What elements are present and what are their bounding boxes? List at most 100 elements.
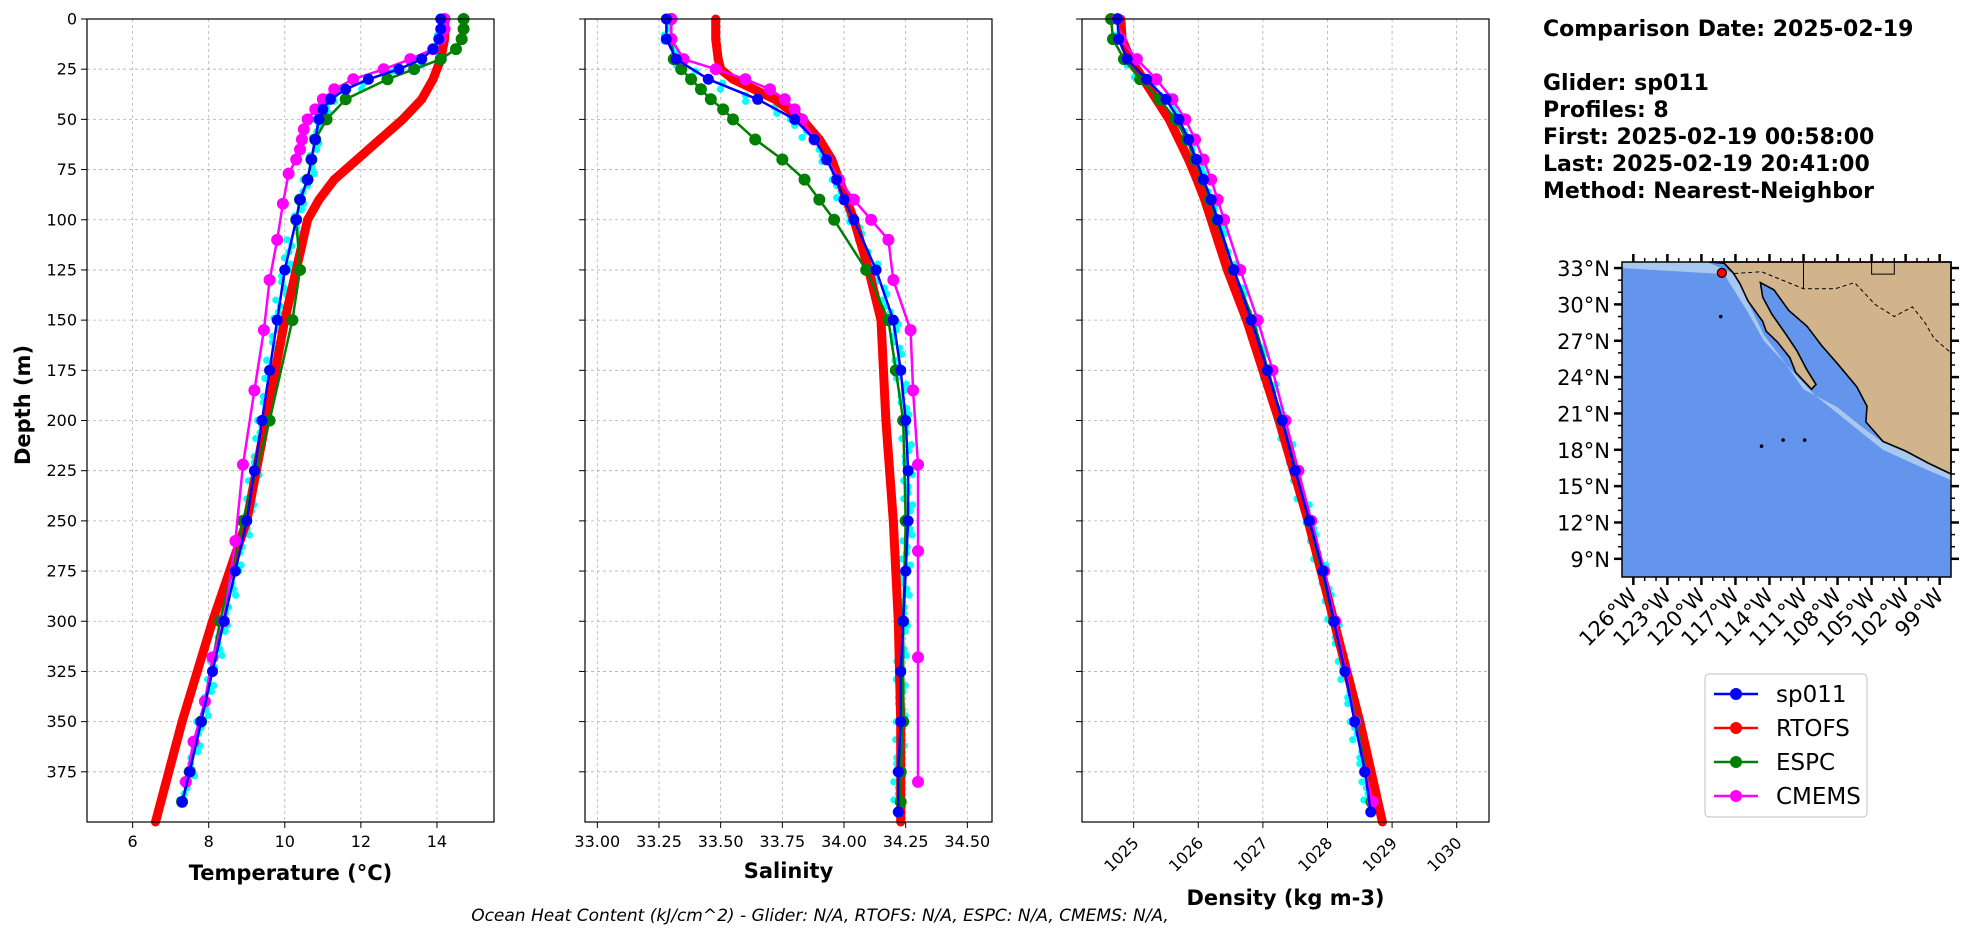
legend-label-sp011: sp011 xyxy=(1776,682,1846,708)
series-cmems xyxy=(1111,13,1379,808)
data-point-cmems xyxy=(788,103,801,116)
data-point-espc xyxy=(813,193,826,206)
data-point-espc xyxy=(685,73,698,86)
data-point-sp011 xyxy=(294,194,306,206)
data-point-espc xyxy=(286,314,299,327)
island xyxy=(1759,444,1764,448)
data-point-sp011 xyxy=(248,465,260,477)
data-point-sp011 xyxy=(1113,33,1125,45)
data-point-espc xyxy=(694,83,707,96)
depth-axis-label: Depth (m) xyxy=(11,345,35,465)
data-point-sp011 xyxy=(433,33,445,45)
series-espc xyxy=(665,13,912,808)
series-sp011 xyxy=(1112,13,1377,818)
glider-raw-point xyxy=(204,712,212,720)
info-line: Profiles: 8 xyxy=(1543,98,1669,123)
data-point-sp011 xyxy=(195,716,207,728)
x-axis-label: Density (kg m-3) xyxy=(1186,886,1384,910)
data-point-cmems xyxy=(301,113,314,126)
map-lat-label: 15°N xyxy=(1557,475,1610,499)
data-point-cmems xyxy=(271,233,284,246)
x-tick-label: 1030 xyxy=(1423,833,1465,875)
data-point-sp011 xyxy=(902,515,914,527)
data-point-sp011 xyxy=(241,515,253,527)
data-point-cmems xyxy=(904,324,917,337)
glider-raw-point xyxy=(310,169,318,178)
data-point-sp011 xyxy=(808,133,820,145)
y-tick-label: 375 xyxy=(46,762,77,781)
data-point-sp011 xyxy=(1228,264,1240,276)
data-point-sp011 xyxy=(1160,93,1172,105)
map-lat-label: 27°N xyxy=(1557,330,1610,354)
glider-location-marker xyxy=(1716,267,1727,279)
series-espc xyxy=(1105,13,1378,808)
glider-raw-point xyxy=(218,651,226,659)
data-point-cmems xyxy=(912,458,924,471)
legend-label-espc: ESPC xyxy=(1776,750,1835,776)
series-line-sp011 xyxy=(665,19,910,812)
glider-raw-point xyxy=(272,296,280,304)
data-point-sp011 xyxy=(256,415,268,426)
x-tick-label: 33.50 xyxy=(698,832,744,851)
series-sp011 xyxy=(176,13,447,808)
data-point-cmems xyxy=(912,775,924,788)
data-point-sp011 xyxy=(302,174,314,186)
data-point-sp011 xyxy=(670,53,682,65)
x-tick-label: 33.25 xyxy=(636,832,682,851)
data-point-sp011 xyxy=(1205,194,1217,206)
data-point-espc xyxy=(704,93,717,106)
profile-panel-3: 1025 1026 1027 1028 1029 1030 Density (kg m-3) xyxy=(1076,13,1490,910)
data-point-cmems xyxy=(290,153,303,166)
state-line xyxy=(1871,262,1895,275)
legend-label-cmems: CMEMS xyxy=(1776,784,1861,810)
glider-raw-point xyxy=(261,374,269,382)
data-point-sp011 xyxy=(1349,716,1361,728)
legend-marker-espc xyxy=(1730,756,1742,768)
data-point-cmems xyxy=(294,143,307,156)
data-point-sp011 xyxy=(324,93,336,105)
glider-raw-point xyxy=(1349,736,1357,744)
data-point-espc xyxy=(727,113,739,126)
data-point-sp011 xyxy=(1212,214,1224,226)
data-point-rtofs xyxy=(177,717,187,727)
data-point-sp011 xyxy=(1365,806,1377,818)
map-lat-label: 24°N xyxy=(1557,366,1610,390)
map-lat-label: 21°N xyxy=(1557,402,1610,426)
data-point-rtofs xyxy=(713,54,723,64)
info-block: Comparison Date: 2025-02-19 Glider: sp011… xyxy=(1543,17,1913,204)
y-tick-label: 200 xyxy=(46,411,77,430)
data-point-espc xyxy=(457,23,470,36)
data-point-cmems xyxy=(882,233,895,246)
glider-raw-point xyxy=(210,681,218,690)
glider-raw-point xyxy=(798,133,806,142)
glider-raw-point xyxy=(716,85,724,93)
data-point-cmems xyxy=(295,133,308,146)
y-tick-label: 275 xyxy=(46,562,77,581)
glider-raw-point xyxy=(237,561,245,569)
data-point-sp011 xyxy=(393,63,405,75)
glider-raw-point xyxy=(898,350,906,358)
data-point-cmems xyxy=(1205,173,1218,186)
data-point-sp011 xyxy=(309,133,321,145)
data-point-cmems xyxy=(887,273,900,286)
data-point-cmems xyxy=(347,73,360,86)
glider-raw-point xyxy=(1337,675,1345,684)
x-axis-label: Temperature (°C) xyxy=(189,861,392,885)
data-point-sp011 xyxy=(317,103,329,115)
x-tick-label: 1025 xyxy=(1100,833,1142,875)
y-tick-label: 75 xyxy=(57,160,77,179)
data-point-sp011 xyxy=(427,43,439,55)
glider-raw-point xyxy=(907,440,915,449)
data-point-sp011 xyxy=(279,264,291,276)
map-lat-label: 30°N xyxy=(1557,293,1610,317)
x-tick-label: 34.25 xyxy=(883,832,929,851)
data-point-sp011 xyxy=(271,314,283,326)
info-line: First: 2025-02-19 00:58:00 xyxy=(1543,125,1874,150)
glider-raw-point xyxy=(890,778,898,786)
data-point-sp011 xyxy=(218,615,230,627)
data-point-sp011 xyxy=(892,766,904,778)
ohc-footer: Ocean Heat Content (kJ/cm^2) - Glider: N… xyxy=(471,906,1169,926)
series-line-sp011 xyxy=(180,19,442,803)
legend-box xyxy=(1704,673,1868,818)
data-point-espc xyxy=(455,33,468,46)
